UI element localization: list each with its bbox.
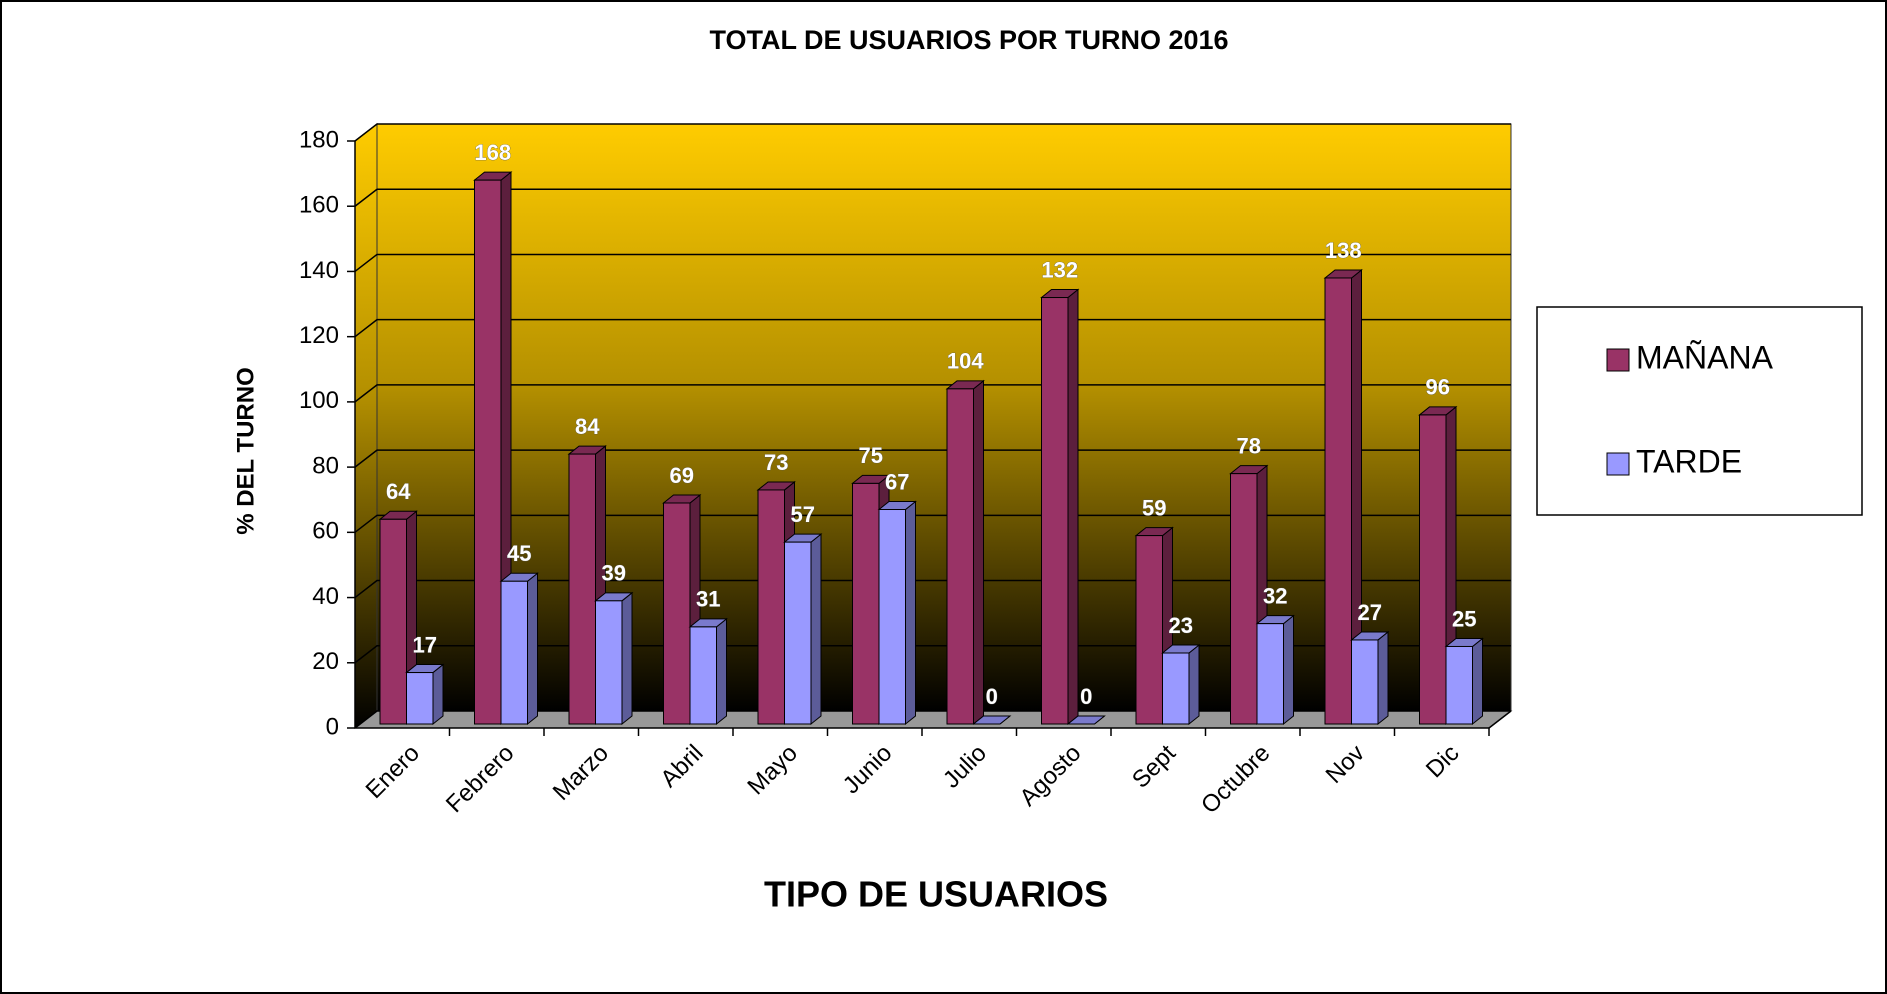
bar	[1324, 277, 1352, 725]
value-label: 104	[947, 349, 984, 374]
bar-side	[1472, 637, 1483, 726]
value-label: 67	[885, 469, 909, 494]
value-label: 0	[986, 684, 998, 709]
value-label: 32	[1263, 583, 1287, 608]
value-label: 39	[602, 561, 626, 586]
bar-top	[972, 715, 1012, 725]
y-tick-label: 120	[299, 322, 339, 349]
bar	[946, 388, 974, 725]
value-label: 75	[859, 443, 883, 468]
value-label: 25	[1452, 606, 1476, 631]
bar	[406, 672, 434, 725]
grid-line	[354, 514, 1511, 533]
bar-side	[905, 500, 916, 726]
y-tick-label: 100	[299, 387, 339, 414]
bar-side	[621, 591, 633, 726]
back-wall	[376, 123, 1512, 712]
bar	[1041, 297, 1069, 725]
bar	[1351, 639, 1379, 725]
bar-side	[1283, 614, 1294, 726]
bar	[379, 518, 407, 725]
y-tick-label: 20	[312, 648, 339, 675]
bar	[474, 179, 502, 725]
y-tick-label: 180	[299, 126, 339, 153]
value-label: 69	[670, 463, 694, 488]
value-label: 73	[764, 450, 788, 475]
y-tick-label: 60	[312, 518, 339, 545]
bar-side	[527, 572, 538, 726]
y-tick-label: 40	[312, 583, 339, 610]
bar-side	[1188, 643, 1200, 726]
x-axis-title: TIPO DE USUARIOS	[764, 874, 1108, 915]
value-label: 0	[1080, 684, 1092, 709]
value-label: 17	[413, 632, 437, 657]
chart-title: TOTAL DE USUARIOS POR TURNO 2016	[709, 25, 1228, 55]
bar	[1230, 473, 1258, 725]
y-tick-label: 80	[312, 452, 339, 479]
bar-side	[432, 663, 444, 726]
legend-box	[1536, 306, 1863, 516]
bar	[784, 541, 812, 725]
value-label: 57	[791, 502, 815, 527]
bar	[1162, 652, 1190, 725]
value-label: 132	[1041, 257, 1078, 282]
bar	[663, 502, 691, 725]
y-tick-label: 0	[326, 713, 339, 740]
value-label: 31	[696, 587, 720, 612]
grid-line	[354, 188, 1511, 207]
bar	[1419, 414, 1447, 725]
bar	[852, 482, 880, 725]
bar	[500, 580, 528, 725]
bar	[595, 600, 623, 725]
grid-line	[354, 384, 1511, 403]
value-label: 78	[1237, 433, 1261, 458]
value-label: 168	[474, 140, 511, 165]
grid-line	[354, 123, 1511, 142]
legend-swatch	[1606, 452, 1630, 476]
bar-top	[1066, 715, 1106, 725]
bar-side	[1067, 288, 1079, 726]
x-axis-end	[1488, 710, 1512, 729]
bar	[568, 453, 596, 725]
bar-side	[973, 379, 984, 726]
value-label: 138	[1325, 238, 1362, 263]
grid-line	[354, 579, 1511, 599]
bar	[1445, 645, 1473, 725]
grid-line	[354, 318, 1511, 338]
bar-side	[810, 533, 822, 726]
value-label: 23	[1169, 613, 1193, 638]
legend-label: MAÑANA	[1636, 339, 1774, 375]
value-label: 84	[575, 414, 600, 439]
bar	[1135, 535, 1163, 725]
legend-label: TARDE	[1636, 443, 1742, 479]
bar	[757, 489, 785, 725]
value-label: 64	[386, 479, 411, 504]
grid-line	[354, 253, 1511, 273]
value-label: 27	[1358, 600, 1382, 625]
bar	[1256, 623, 1284, 725]
side-wall	[354, 122, 378, 730]
grid-line	[354, 645, 1511, 664]
y-tick-label: 140	[299, 257, 339, 284]
grid-line	[354, 449, 1511, 468]
value-label: 45	[507, 541, 531, 566]
y-axis-title: % DEL TURNO	[232, 367, 259, 535]
value-label: 59	[1142, 495, 1166, 520]
bar-side	[716, 617, 727, 726]
bar	[689, 626, 717, 725]
value-label: 96	[1426, 375, 1450, 400]
legend-swatch	[1606, 348, 1630, 372]
bar-side	[1377, 630, 1389, 726]
bar	[878, 509, 906, 725]
y-tick-label: 160	[299, 192, 339, 219]
grid-line	[354, 710, 1511, 729]
